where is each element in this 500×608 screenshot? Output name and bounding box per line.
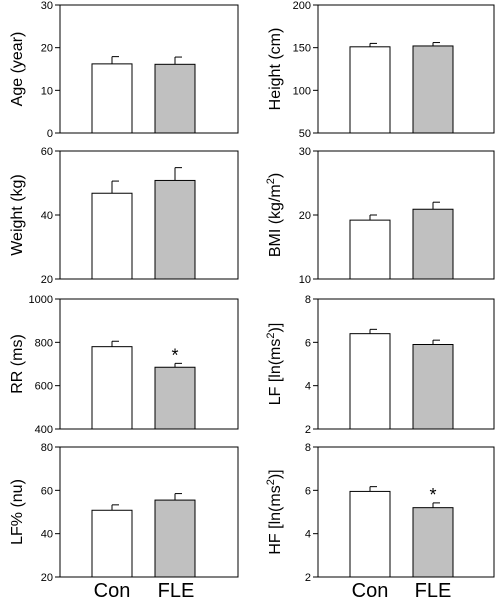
panel-4: 10 20 30 BMI (kg/m2) [265, 146, 495, 286]
panel-5: 400 600 800 1000 * RR (ms) [9, 294, 239, 436]
y-tick-label: 60 [41, 485, 53, 497]
y-tick-label: 20 [41, 572, 53, 584]
y-tick-label: 6 [305, 485, 311, 497]
y-tick-label: 400 [35, 424, 53, 436]
plot-frame [59, 446, 239, 578]
y-tick-label: 6 [305, 337, 311, 349]
category-label-con-right: Con [352, 580, 389, 602]
y-tick-label: 0 [47, 128, 53, 140]
significance-marker: * [429, 485, 436, 505]
y-axis-label: LF% (nu) [9, 479, 26, 545]
y-axis-label: Weight (kg) [9, 174, 26, 256]
y-tick-label: 2 [305, 572, 311, 584]
plot-frame [317, 446, 495, 578]
y-tick-label: 50 [299, 128, 311, 140]
panel-6: 2 4 6 8 LF [ln(ms2)] [265, 294, 495, 436]
y-axis-label: RR (ms) [9, 334, 26, 394]
bar-con [91, 509, 133, 578]
y-tick-label: 8 [305, 442, 311, 454]
y-tick-label: 4 [305, 529, 311, 541]
y-tick-label: 800 [35, 337, 53, 349]
bar-con [91, 63, 133, 134]
plot-frame [59, 4, 239, 134]
y-tick-label: 8 [305, 294, 311, 306]
panel-8: 2 4 6 8 * HF [ln(ms2)] [265, 442, 495, 584]
bottom-category-labels: Con FLE Con FLE [94, 580, 452, 602]
panel-2: 50 100 150 200 Height (cm) [267, 0, 495, 140]
y-axis-label: Age (year) [9, 32, 26, 107]
plot-frame [317, 298, 495, 430]
bar-con [349, 333, 391, 430]
y-tick-label: 1000 [29, 294, 53, 306]
y-tick-label: 30 [299, 146, 311, 158]
y-tick-label: 100 [293, 85, 311, 97]
bar-con [349, 46, 391, 134]
y-axis-label: LF [ln(ms2)] [265, 323, 284, 406]
category-label-con-left: Con [94, 580, 131, 602]
y-tick-label: 40 [41, 529, 53, 541]
bar-con [349, 219, 391, 280]
y-tick-label: 60 [41, 146, 53, 158]
category-label-fle-right: FLE [415, 580, 452, 602]
bar-fle [412, 45, 454, 134]
y-tick-label: 600 [35, 381, 53, 393]
plot-frame [59, 150, 239, 280]
y-tick-label: 10 [41, 85, 53, 97]
bar-fle [412, 344, 454, 430]
plot-frame [59, 298, 239, 430]
y-tick-label: 10 [299, 274, 311, 286]
panel-3: 20 40 60 Weight (kg) [9, 146, 239, 286]
y-tick-label: 2 [305, 424, 311, 436]
bar-fle [154, 499, 196, 578]
y-tick-label: 20 [41, 43, 53, 55]
y-tick-label: 4 [305, 381, 311, 393]
bar-con [349, 490, 391, 578]
y-axis-label: BMI (kg/m2) [265, 173, 284, 257]
y-tick-label: 20 [299, 210, 311, 222]
bar-fle [154, 63, 196, 134]
bar-con [91, 192, 133, 280]
panel-7: 20 40 60 80 LF% (nu) [9, 442, 239, 584]
y-tick-label: 80 [41, 442, 53, 454]
y-tick-label: 40 [41, 210, 53, 222]
y-tick-label: 20 [41, 274, 53, 286]
y-tick-label: 150 [293, 43, 311, 55]
significance-marker: * [171, 345, 178, 365]
y-tick-label: 200 [293, 0, 311, 12]
y-axis-label: HF [ln(ms2)] [265, 469, 284, 554]
bar-fle [412, 208, 454, 280]
panel-1: 0 10 20 30 Age (year) [9, 0, 239, 140]
bar-con [91, 346, 133, 430]
bar-fle [412, 507, 454, 578]
category-label-fle-left: FLE [158, 580, 195, 602]
plot-frame [317, 4, 495, 134]
y-axis-label: Height (cm) [267, 28, 284, 111]
bar-fle [154, 366, 196, 430]
y-tick-label: 30 [41, 0, 53, 12]
plot-frame [317, 150, 495, 280]
bar-fle [154, 179, 196, 280]
